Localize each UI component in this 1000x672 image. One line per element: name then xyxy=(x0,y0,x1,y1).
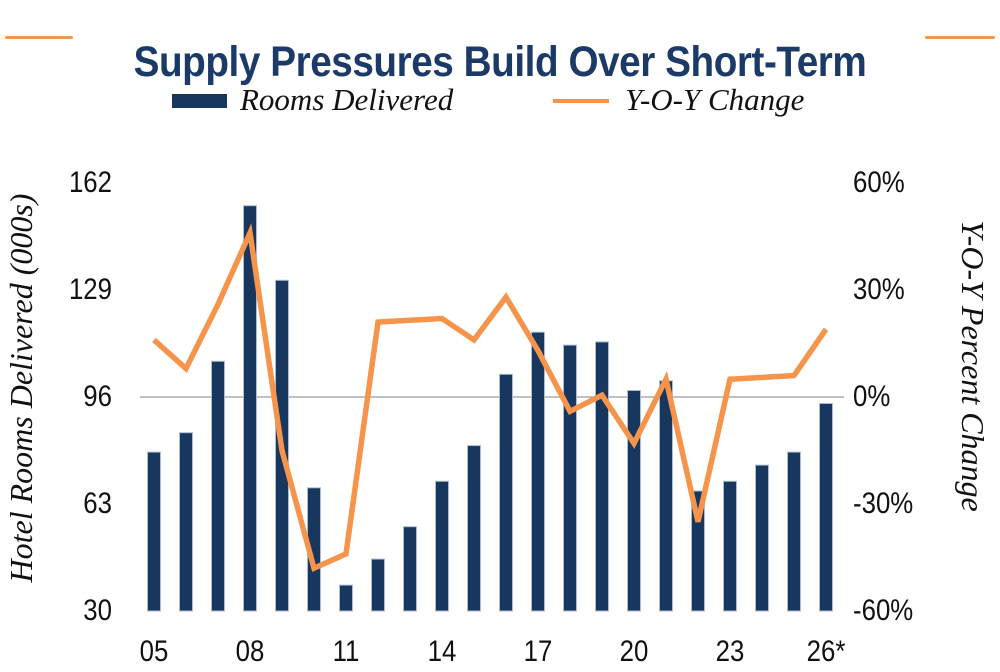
bar-rooms-17 xyxy=(531,331,545,612)
bar-rooms-15 xyxy=(467,445,481,612)
bar-rooms-26* xyxy=(819,403,833,612)
right-axis-tick--30: -30% xyxy=(853,487,914,520)
bar-rooms-07 xyxy=(211,360,225,612)
bar-rooms-16 xyxy=(499,373,513,612)
left-axis-tick-162: 162 xyxy=(68,166,112,199)
x-axis-tick-05: 05 xyxy=(139,635,169,668)
bar-rooms-21 xyxy=(659,380,673,612)
bar-rooms-12 xyxy=(371,558,385,612)
legend-bar-swatch xyxy=(172,94,227,108)
x-axis-tick-17: 17 xyxy=(523,635,553,668)
chart-title: Supply Pressures Build Over Short-Term xyxy=(133,37,867,86)
title-accent-rule-left xyxy=(5,36,73,39)
bar-rooms-25 xyxy=(787,451,801,612)
bar-rooms-20 xyxy=(627,390,641,612)
left-axis-tick-63: 63 xyxy=(83,487,112,520)
bar-rooms-06 xyxy=(179,432,193,612)
bar-rooms-19 xyxy=(595,341,609,612)
bar-rooms-08 xyxy=(243,205,257,612)
left-axis-tick-96: 96 xyxy=(83,380,112,413)
yoy-line xyxy=(152,223,829,573)
bar-rooms-11 xyxy=(339,584,353,612)
x-axis-tick-26: 26* xyxy=(806,635,846,668)
bar-rooms-05 xyxy=(147,451,161,612)
bar-rooms-18 xyxy=(563,344,577,612)
right-axis-tick-30: 30% xyxy=(853,273,905,306)
x-axis-tick-20: 20 xyxy=(619,635,649,668)
right-axis-tick--60: -60% xyxy=(853,594,914,627)
right-axis-tick-0: 0% xyxy=(853,380,891,413)
x-axis-tick-23: 23 xyxy=(715,635,745,668)
legend-label-rooms-delivered: Rooms Delivered xyxy=(240,82,454,117)
legend-line-swatch xyxy=(553,99,609,103)
left-axis-tick-30: 30 xyxy=(83,594,112,627)
bar-rooms-24 xyxy=(755,464,769,612)
bar-rooms-13 xyxy=(403,526,417,612)
title-accent-rule-right xyxy=(925,36,995,39)
bar-rooms-22 xyxy=(691,490,705,612)
x-axis-tick-08: 08 xyxy=(235,635,265,668)
bar-rooms-14 xyxy=(435,480,449,612)
right-axis-tick-60: 60% xyxy=(853,166,905,199)
x-axis-tick-11: 11 xyxy=(332,635,360,668)
x-axis-tick-14: 14 xyxy=(427,635,457,668)
bar-rooms-23 xyxy=(723,480,737,612)
legend-label-yoy-change: Y-O-Y Change xyxy=(625,82,805,117)
left-axis-tick-129: 129 xyxy=(68,273,112,306)
